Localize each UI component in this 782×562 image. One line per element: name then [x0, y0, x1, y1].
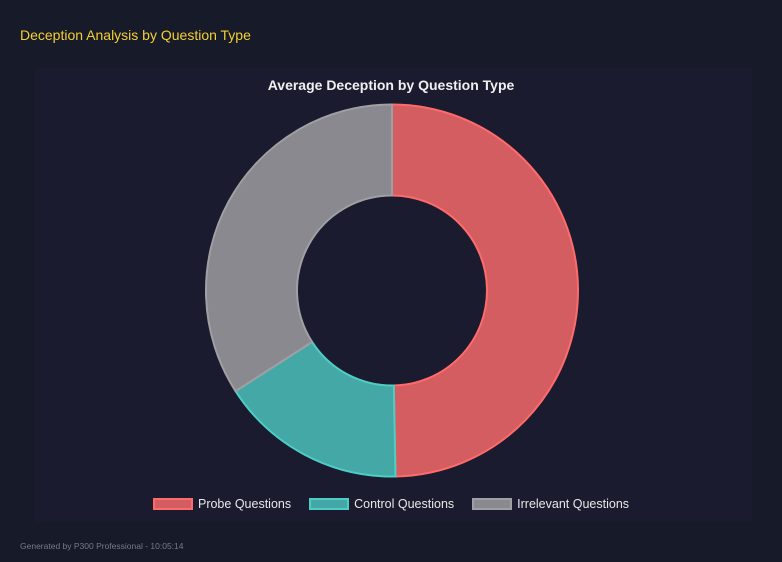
- legend-item-irrelevant[interactable]: Irrelevant Questions: [472, 497, 629, 511]
- legend-item-probe[interactable]: Probe Questions: [152, 497, 292, 511]
- legend-label: Probe Questions: [197, 497, 292, 511]
- chart-title: Average Deception by Question Type: [267, 77, 515, 93]
- legend-swatch: [472, 498, 513, 510]
- legend-label: Control Questions: [354, 497, 455, 511]
- donut-slice-control-questions[interactable]: [234, 340, 397, 478]
- page-heading: Deception Analysis by Question Type: [20, 27, 251, 43]
- legend-label: Irrelevant Questions: [517, 497, 630, 511]
- chart-legend: Probe Questions Control Questions Irrele…: [0, 497, 782, 511]
- legend-swatch: [309, 498, 350, 510]
- footer-text: Generated by P300 Professional - 10:05:1…: [20, 541, 184, 551]
- legend-item-control[interactable]: Control Questions: [309, 497, 454, 511]
- donut-slice-irrelevant-questions[interactable]: [205, 103, 393, 393]
- donut-slice-probe-questions[interactable]: [391, 103, 579, 478]
- legend-swatch: [152, 498, 193, 510]
